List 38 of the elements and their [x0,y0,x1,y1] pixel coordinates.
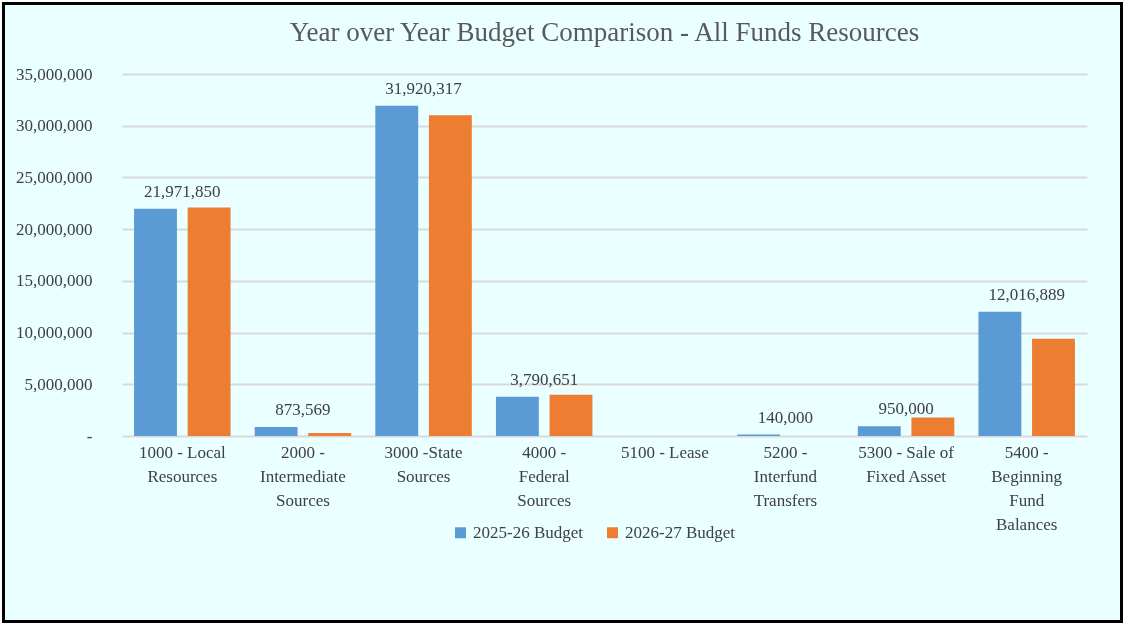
x-tick-label: 2000 - Intermediate Sources [259,442,346,510]
y-tick-label: 35,000,000 [16,64,93,84]
bar [857,426,901,436]
data-label: 31,920,317 [385,78,463,98]
x-tick-label: 5400 - Beginning Fund Balances [991,442,1063,534]
bar [187,207,231,436]
y-tick-label: 5,000,000 [24,374,93,394]
bar [549,394,593,436]
x-tick-label: 4000 - Federal Sources [517,442,572,510]
y-tick-label: 25,000,000 [16,167,93,187]
data-label: 950,000 [878,399,934,419]
y-tick-label: - [86,426,93,446]
data-label: 12,016,889 [988,284,1065,304]
bar [254,426,298,436]
bar [428,115,472,436]
x-tick-label: 5200 - Interfund Transfers [753,442,818,510]
y-tick-label: 30,000,000 [16,116,93,136]
legend-label: 2026-27 Budget [625,522,736,542]
bar [978,311,1022,436]
bar [375,105,419,436]
x-tick-label: 3000 -State Sources [384,442,463,486]
y-tick-label: 20,000,000 [16,219,93,239]
bar [308,432,352,436]
bar [1032,338,1075,436]
y-tick-label: 10,000,000 [16,323,93,343]
data-label: 21,971,850 [144,181,221,201]
data-label: 3,790,651 [510,369,579,389]
legend-label: 2025-26 Budget [473,522,584,542]
bar [134,208,177,436]
bar [495,396,539,436]
data-label: 873,569 [275,399,331,419]
x-tick-label: 5300 - Sale of Fixed Asset [858,442,955,486]
x-tick-label: 5100 - Lease [620,442,709,462]
chart-title: Year over Year Budget Comparison - All Funds Resources [289,17,920,47]
bar [911,417,955,436]
x-tick-label: 1000 - Local Resources [138,442,227,486]
data-label: 140,000 [757,407,814,427]
y-tick-label: 15,000,000 [16,271,93,291]
